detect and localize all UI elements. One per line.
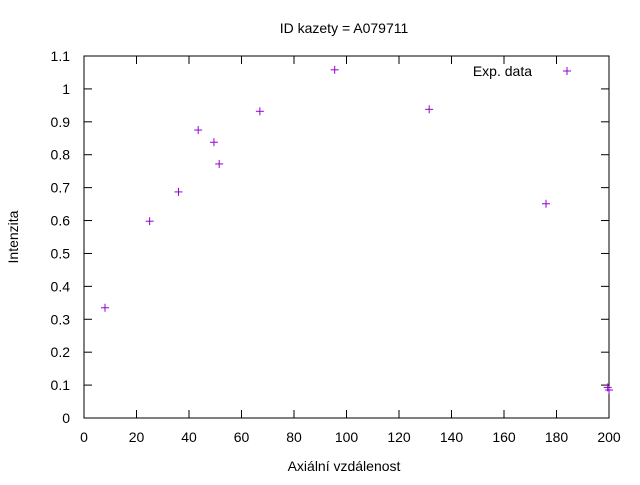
x-tick-label: 60 [234,429,250,445]
plot-frame [83,55,610,419]
data-points [101,65,613,395]
y-tick-label: 0.7 [51,180,71,196]
x-axis-ticks: 0 20 40 60 80 100 120 140 160 180 200 [80,56,621,445]
data-point [194,126,203,135]
data-point [255,107,264,116]
data-point [542,199,550,208]
data-point [101,303,109,312]
plot-frame-group [83,55,610,419]
y-tick-label: 0.9 [51,114,71,130]
y-tick-label: 0.4 [51,278,71,294]
x-tick-label: 100 [335,429,359,445]
x-tick-label: 120 [387,429,411,445]
y-tick-label: 0.2 [51,344,71,360]
y-tick-label: 0.8 [51,147,71,163]
x-tick-label: 200 [597,429,621,445]
y-tick-label: 0.1 [51,377,71,393]
data-point [330,65,339,74]
y-tick-label: 1.1 [51,48,71,64]
x-tick-label: 140 [440,429,464,445]
x-tick-label: 180 [545,429,569,445]
x-tick-label: 160 [492,429,516,445]
legend-label: Exp. data [473,63,532,79]
legend-marker [563,67,571,75]
data-point [215,159,224,168]
x-tick-label: 40 [181,429,197,445]
data-point [145,217,154,226]
x-tick-label: 0 [80,429,88,445]
chart-title: ID kazety = A079711 [280,20,409,36]
y-tick-label: 0.5 [51,245,71,261]
data-point [605,386,613,395]
x-tick-label: 20 [129,429,145,445]
data-point [425,105,434,114]
y-tick-label: 0 [62,410,70,426]
y-axis-label: Intenzita [5,210,21,263]
legend: Exp. data [473,63,571,79]
y-tick-label: 0.3 [51,311,71,327]
y-axis-ticks: 0 0.1 0.2 0.3 0.4 0.5 0.6 0.7 0.8 0.9 1 1.1 [51,48,609,426]
data-point [174,187,183,196]
y-tick-label: 1 [62,81,70,97]
x-axis-label: Axiální vzdálenost [288,458,401,474]
data-point [209,138,218,147]
y-tick-label: 0.6 [51,213,71,229]
x-tick-label: 80 [286,429,302,445]
